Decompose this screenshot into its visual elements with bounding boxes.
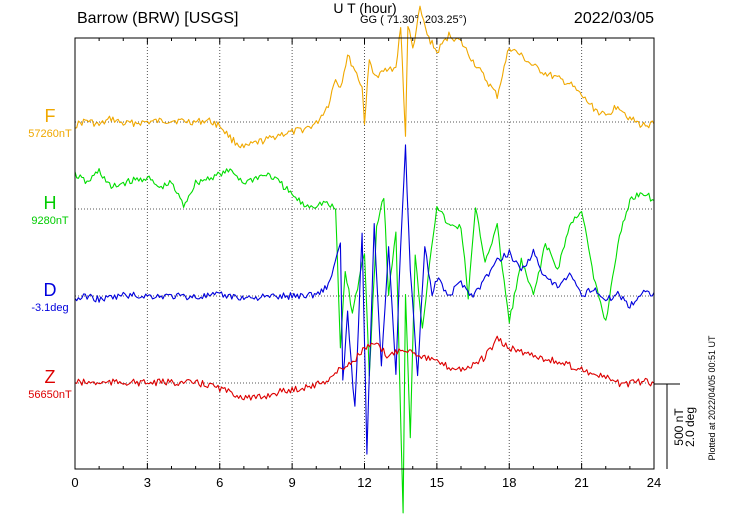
channel-d-label: D <box>43 280 57 300</box>
channel-z-baseline: 56650nT <box>28 389 72 401</box>
series-line-d <box>74 144 655 455</box>
channel-h-label: H <box>43 193 57 213</box>
series-line-h <box>74 168 655 514</box>
plotted-timestamp: Plotted at 2022/04/05 00:51 UT <box>707 335 717 461</box>
series-line-f <box>74 5 655 149</box>
x-axis-label: U T (hour) <box>333 0 397 16</box>
x-tick-label: 18 <box>502 475 516 490</box>
x-ticks: 0 3 6 9 12 15 18 21 24 <box>71 38 661 490</box>
scale-labels: 500 nT 2.0 deg <box>662 384 698 470</box>
x-tick-label: 12 <box>357 475 371 490</box>
x-tick-label: 9 <box>289 475 296 490</box>
channel-d-baseline: -3.1deg <box>31 302 69 314</box>
x-tick-label: 6 <box>216 475 223 490</box>
plot-date: 2022/03/05 <box>573 10 654 27</box>
station-title: Barrow (BRW) [USGS] <box>77 10 239 27</box>
x-tick-label: 24 <box>647 475 661 490</box>
series-lines <box>74 5 655 514</box>
channel-h-baseline: 9280nT <box>31 215 69 227</box>
channel-f-label: F <box>44 106 56 126</box>
channel-z-label: Z <box>44 367 56 387</box>
x-tick-label: 15 <box>430 475 444 490</box>
geo-coordinates: GG ( 71.30°, 203.25°) <box>360 14 467 26</box>
x-tick-label: 3 <box>144 475 151 490</box>
x-tick-label: 0 <box>71 475 78 490</box>
scale-bar <box>654 383 680 469</box>
series-line-z <box>74 335 655 401</box>
channel-f-baseline: 57260nT <box>28 128 72 140</box>
scale-deg-label: 2.0 deg <box>683 406 697 448</box>
x-tick-label: 21 <box>574 475 588 490</box>
